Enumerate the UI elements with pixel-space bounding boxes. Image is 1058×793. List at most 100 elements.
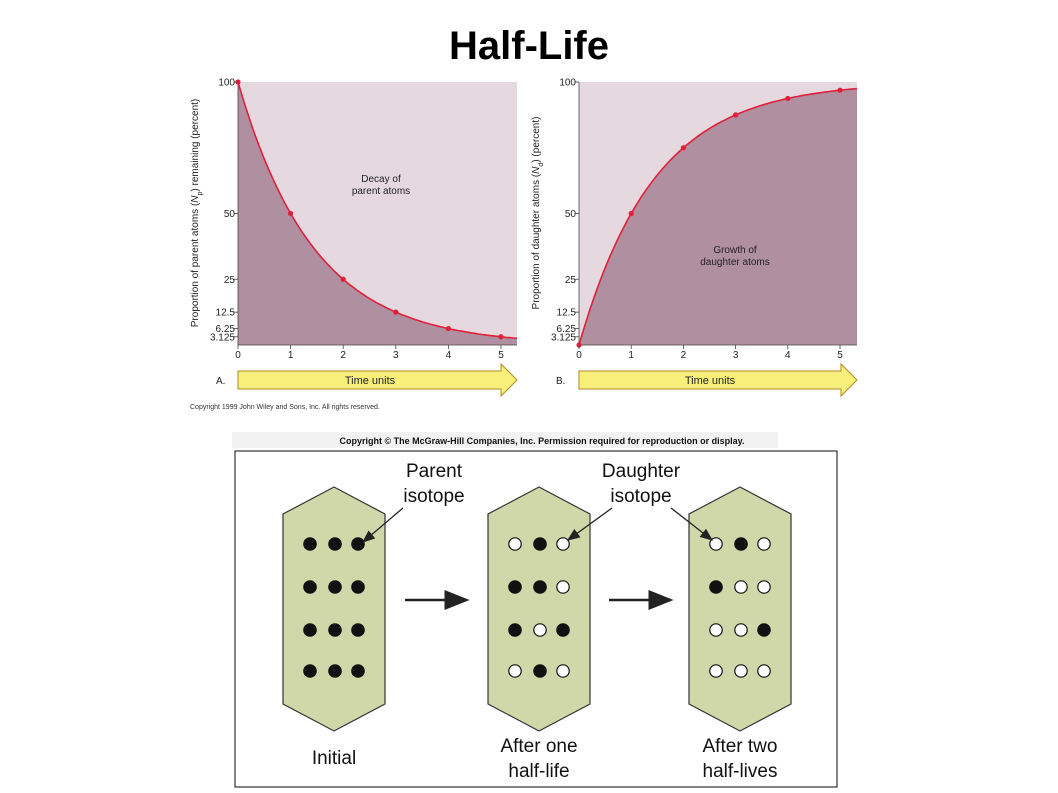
- daughter-atom: [556, 664, 570, 678]
- chart-b-curve: [578, 87, 858, 346]
- chart-b-xtick-label: 3: [733, 350, 739, 361]
- copyright-mcgraw: Copyright © The McGraw-Hill Companies, I…: [339, 436, 744, 446]
- chart-a-point: [498, 334, 504, 340]
- chart-a-ytick-label: 25: [224, 275, 236, 286]
- chart-a-point: [393, 309, 399, 315]
- chart-b-ytick-label: 25: [565, 275, 577, 286]
- chart-b-point: [785, 95, 791, 102]
- parent-atom: [328, 664, 342, 678]
- parent-atom: [303, 537, 317, 551]
- tablet-initial: [282, 486, 386, 732]
- chart-a-ylabel: Proportion of parent atoms (Np) remainin…: [190, 99, 204, 327]
- parent-atom: [757, 623, 771, 637]
- chart-b-area-fill: [579, 88, 857, 345]
- parent-atom: [351, 537, 365, 551]
- parent-atom: [351, 664, 365, 678]
- chart-b-ytick-label: 3.125: [551, 332, 576, 343]
- chart-b-annotation-line-1: Growth of: [713, 245, 757, 256]
- chart-b-time-arrow: [578, 362, 858, 398]
- chart-a-xtick-label: 2: [340, 350, 346, 361]
- parent-atom: [508, 580, 522, 594]
- chart-b-xtick-label: 4: [785, 350, 791, 361]
- chart-a-ytick-label: 12.5: [216, 308, 236, 319]
- chart-a-time-arrow: [237, 362, 518, 398]
- daughter-atom: [757, 537, 771, 551]
- daughter-atom: [734, 664, 748, 678]
- chart-b-xtick-label: 0: [576, 350, 582, 361]
- chart-b-xlabel: Time units: [685, 375, 736, 387]
- chart-b-ytick-label: 50: [565, 209, 577, 220]
- chart-a-parent-decay: 0 1 2 3 4 5 100 50 25 12.5 6.253.125 Proportion of…: [190, 78, 518, 398]
- parent-atom: [734, 537, 748, 551]
- chart-a-xtick-label: 4: [446, 350, 452, 361]
- daughter-pointer-arrow-1: [566, 507, 613, 541]
- parent-atom: [328, 580, 342, 594]
- daughter-isotope-label-line-1: Daughter: [602, 461, 681, 482]
- chart-b-xtick-label: 2: [681, 350, 687, 361]
- parent-atom: [556, 623, 570, 637]
- daughter-atom: [734, 623, 748, 637]
- tablet-shape: [487, 486, 591, 732]
- tablet-after-two-half-lives: [688, 486, 792, 732]
- parent-isotope-label-line-1: Parent: [406, 461, 463, 482]
- page-title: Half-Life: [449, 24, 609, 68]
- daughter-pointer-arrow-2: [670, 507, 714, 541]
- chart-a-xlabel: Time units: [345, 375, 396, 387]
- chart-a-xtick-label: 0: [235, 350, 241, 361]
- parent-atom: [351, 580, 365, 594]
- chart-a-ytick-label: 3.125: [210, 332, 235, 343]
- chart-a-ytick-label: 50: [224, 209, 236, 220]
- chart-a-curve: [237, 81, 518, 340]
- chart-b-ytick-label: 6.25: [557, 324, 577, 335]
- chart-b-ytick-label: 100: [559, 78, 576, 89]
- daughter-atom: [757, 664, 771, 678]
- parent-atom: [533, 664, 547, 678]
- parent-atom: [351, 623, 365, 637]
- tablet-caption-after-two-half-lives: After two: [703, 736, 778, 757]
- chart-b-point: [733, 112, 739, 118]
- chart-a-ytick-label: 100: [218, 78, 235, 89]
- tablet-after-one-half-life: [487, 486, 591, 732]
- chart-a-ytick-label: 6.25: [216, 324, 236, 335]
- parent-atom: [709, 580, 723, 594]
- daughter-atom: [734, 580, 748, 594]
- daughter-atom: [709, 664, 723, 678]
- chart-b-xtick-label: 5: [837, 350, 843, 361]
- copyright-wiley: Copyright 1999 John Wiley and Sons, Inc.…: [190, 404, 380, 411]
- parent-atom: [303, 580, 317, 594]
- chart-a-point: [445, 325, 451, 332]
- chart-a-annotation-line-2: parent atoms: [352, 186, 410, 197]
- daughter-atom: [556, 537, 570, 551]
- chart-b-ylabel: Proportion of daughter atoms (Nd) (perce…: [531, 117, 545, 310]
- parent-atom: [508, 623, 522, 637]
- chart-b-panel-label: B.: [556, 376, 565, 387]
- daughter-atom: [533, 623, 547, 637]
- chart-b-daughter-growth: 0 1 2 3 4 5 100 50 25 12.5 6.253.125 Proportion of…: [531, 78, 858, 398]
- parent-atom: [328, 623, 342, 637]
- daughter-atom: [508, 537, 522, 551]
- chart-b-xtick-label: 1: [628, 350, 634, 361]
- parent-atom: [328, 537, 342, 551]
- daughter-atom: [709, 537, 723, 551]
- chart-b-ytick-label: 12.5: [557, 308, 577, 319]
- chart-a-xtick-label: 3: [393, 350, 399, 361]
- parent-atom: [533, 580, 547, 594]
- chart-b-annotation-line-2: daughter atoms: [700, 257, 770, 268]
- tablet-caption-after-two-half-lives: half-lives: [703, 761, 778, 782]
- chart-a-panel-label: A.: [216, 376, 225, 387]
- chart-b-point: [837, 87, 843, 93]
- chart-a-point: [288, 210, 294, 217]
- chart-b-point: [680, 145, 687, 151]
- daughter-atom: [709, 623, 723, 637]
- daughter-atom: [757, 580, 771, 594]
- daughter-isotope-label-line-2: isotope: [610, 486, 671, 507]
- tablet-caption-initial: Initial: [312, 748, 356, 769]
- parent-isotope-label-line-2: isotope: [403, 486, 464, 507]
- copyright-banner: [232, 432, 778, 448]
- tablet-shape: [282, 486, 386, 732]
- tablet-shape: [688, 486, 792, 732]
- isotope-tablets: [282, 486, 792, 732]
- chart-a-annotation-line-1: Decay of: [361, 174, 401, 185]
- chart-a-area-fill: [238, 82, 517, 345]
